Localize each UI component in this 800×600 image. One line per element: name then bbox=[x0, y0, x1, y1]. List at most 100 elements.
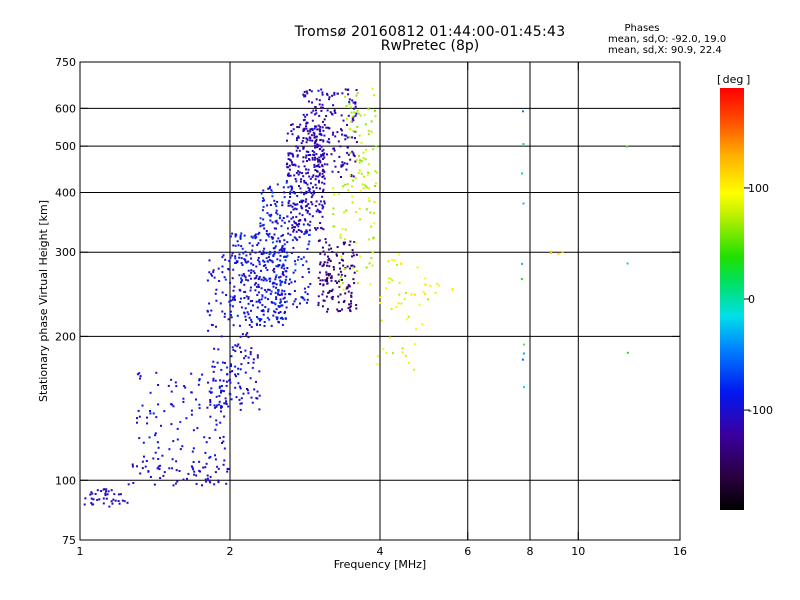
colorbar-label: deg bbox=[723, 73, 744, 86]
data-point bbox=[229, 381, 232, 384]
data-point bbox=[174, 381, 177, 384]
data-point bbox=[260, 278, 263, 281]
data-point bbox=[279, 214, 282, 217]
data-point bbox=[257, 286, 260, 288]
data-point bbox=[295, 230, 298, 233]
data-point bbox=[259, 222, 262, 225]
data-point bbox=[107, 490, 110, 493]
data-point bbox=[193, 473, 196, 476]
data-point bbox=[302, 264, 304, 267]
data-point bbox=[322, 299, 325, 302]
data-point bbox=[277, 293, 280, 296]
data-point bbox=[359, 114, 362, 117]
data-point bbox=[163, 471, 166, 474]
data-point bbox=[375, 145, 378, 148]
data-point bbox=[117, 493, 120, 496]
data-point bbox=[277, 311, 280, 314]
data-point bbox=[291, 224, 294, 227]
data-point bbox=[311, 101, 313, 104]
data-point bbox=[297, 219, 300, 222]
data-point bbox=[305, 141, 308, 144]
data-point bbox=[320, 227, 323, 230]
data-point bbox=[148, 436, 151, 439]
data-point bbox=[168, 448, 171, 451]
data-point bbox=[311, 158, 314, 161]
data-point bbox=[227, 405, 230, 408]
data-point bbox=[252, 358, 255, 361]
data-point bbox=[217, 348, 220, 351]
data-point bbox=[344, 228, 347, 231]
data-point bbox=[307, 186, 310, 189]
data-point bbox=[307, 285, 310, 288]
data-point bbox=[350, 295, 353, 298]
data-point bbox=[215, 395, 218, 398]
data-point bbox=[320, 153, 323, 156]
data-point bbox=[282, 297, 285, 300]
data-point bbox=[292, 246, 295, 249]
data-point bbox=[255, 265, 258, 268]
data-point bbox=[201, 373, 204, 376]
data-point bbox=[298, 126, 301, 129]
data-point bbox=[340, 128, 342, 131]
data-point bbox=[329, 273, 331, 276]
data-point bbox=[239, 402, 242, 405]
data-point bbox=[208, 479, 211, 482]
data-point bbox=[315, 138, 318, 141]
data-point bbox=[356, 109, 359, 112]
data-point bbox=[357, 112, 360, 115]
colorbar-tick-label: 0 bbox=[748, 293, 755, 306]
data-point bbox=[176, 427, 179, 430]
data-point bbox=[171, 467, 174, 470]
data-point bbox=[323, 299, 326, 302]
data-point bbox=[306, 210, 309, 213]
data-point bbox=[218, 280, 221, 282]
data-point bbox=[245, 278, 248, 281]
data-point bbox=[348, 98, 351, 101]
data-point bbox=[318, 271, 321, 274]
data-point bbox=[338, 193, 341, 196]
data-point bbox=[330, 279, 333, 282]
data-point bbox=[257, 256, 260, 259]
data-point bbox=[303, 233, 306, 235]
data-point bbox=[270, 236, 273, 239]
data-point bbox=[222, 254, 225, 257]
data-point bbox=[557, 252, 560, 255]
data-point bbox=[296, 146, 299, 149]
data-point bbox=[136, 373, 139, 376]
data-point bbox=[284, 259, 287, 262]
data-point bbox=[371, 264, 374, 267]
data-point bbox=[278, 294, 281, 296]
data-point bbox=[304, 192, 307, 195]
data-point bbox=[315, 153, 318, 156]
data-point bbox=[522, 343, 525, 346]
data-point bbox=[294, 260, 296, 263]
data-point bbox=[286, 254, 289, 257]
data-point bbox=[296, 306, 298, 309]
data-point bbox=[236, 345, 239, 348]
data-point bbox=[225, 403, 228, 405]
data-point bbox=[429, 285, 432, 287]
data-point bbox=[334, 112, 337, 114]
data-point bbox=[260, 269, 262, 272]
data-point bbox=[371, 87, 374, 90]
data-point bbox=[273, 282, 276, 285]
data-point bbox=[247, 279, 250, 282]
data-point bbox=[306, 183, 309, 186]
data-point bbox=[263, 199, 265, 202]
data-point bbox=[267, 260, 270, 263]
data-point bbox=[219, 436, 221, 439]
data-point bbox=[436, 282, 439, 285]
data-point bbox=[268, 277, 271, 280]
data-point bbox=[230, 355, 233, 358]
data-point bbox=[261, 295, 264, 298]
data-point bbox=[317, 163, 320, 166]
data-point bbox=[380, 319, 383, 322]
data-point bbox=[222, 440, 225, 443]
data-point bbox=[280, 225, 283, 228]
data-point bbox=[265, 232, 268, 235]
data-point bbox=[333, 149, 336, 152]
data-point bbox=[311, 156, 314, 159]
data-point bbox=[265, 230, 268, 232]
data-point bbox=[229, 393, 232, 396]
data-point bbox=[273, 310, 275, 313]
